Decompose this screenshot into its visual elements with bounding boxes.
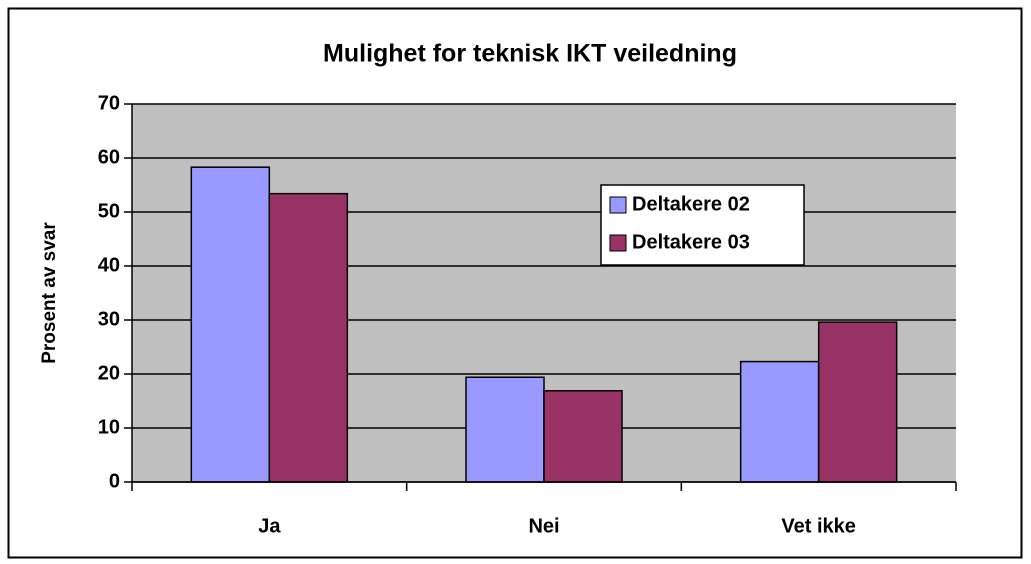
legend bbox=[600, 184, 805, 266]
x-tick-label: Vet ikke bbox=[781, 515, 856, 537]
bar bbox=[543, 389, 623, 483]
legend-swatch bbox=[609, 196, 627, 214]
x-tick-label: Ja bbox=[258, 515, 281, 537]
y-tick-label: 10 bbox=[98, 416, 120, 438]
legend-label: Deltakere 03 bbox=[632, 231, 750, 253]
bar bbox=[739, 360, 820, 483]
y-tick-label: 70 bbox=[98, 92, 120, 114]
x-tick-label: Nei bbox=[528, 515, 559, 537]
y-tick-label: 0 bbox=[109, 470, 120, 492]
bar bbox=[268, 192, 349, 483]
bar bbox=[465, 376, 545, 483]
y-tick-label: 40 bbox=[98, 254, 120, 276]
legend-swatch bbox=[609, 234, 627, 252]
bar bbox=[190, 166, 271, 483]
chart-title: Mulighet for teknisk IKT veiledning bbox=[323, 40, 737, 68]
y-tick-label: 60 bbox=[98, 146, 120, 168]
y-axis-label: Prosent av svar bbox=[39, 222, 60, 364]
legend-label: Deltakere 02 bbox=[632, 193, 750, 215]
y-tick-label: 20 bbox=[98, 362, 120, 384]
bar bbox=[817, 321, 898, 483]
y-tick-label: 50 bbox=[98, 200, 120, 222]
y-tick-label: 30 bbox=[98, 308, 120, 330]
